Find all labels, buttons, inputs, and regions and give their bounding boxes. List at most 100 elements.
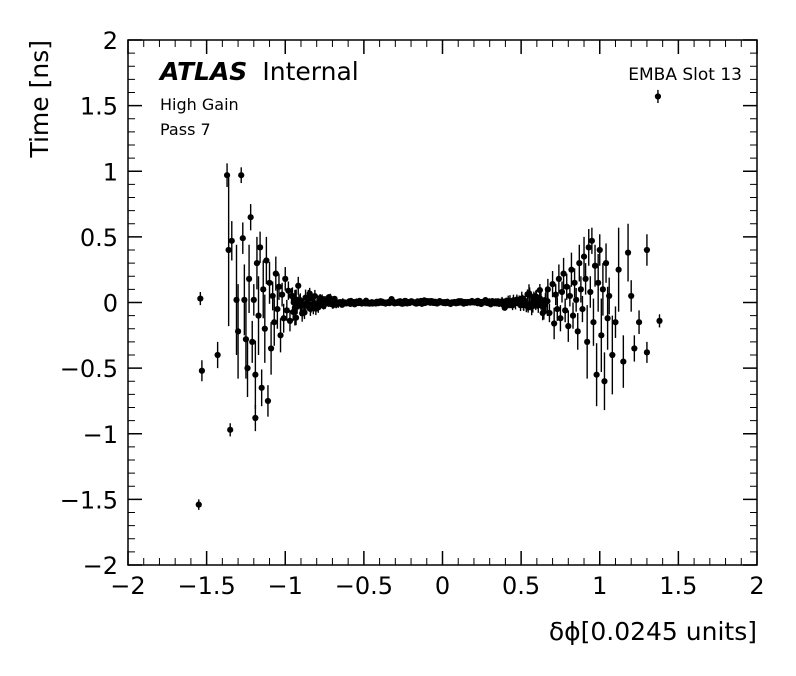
data-point (585, 244, 592, 251)
pass-label: Pass 7 (160, 120, 211, 139)
data-point (247, 214, 254, 221)
slot-label: EMBA Slot 13 (628, 65, 742, 85)
data-point (580, 253, 588, 260)
data-point (301, 309, 308, 316)
data-point (263, 257, 270, 264)
x-tick-label: −1 (268, 572, 303, 600)
data-point (544, 298, 551, 305)
data-point (558, 288, 566, 296)
x-tick-label: 1 (592, 572, 607, 600)
data-point (609, 351, 616, 359)
data-point (584, 338, 591, 345)
data-point (250, 296, 257, 303)
data-point (245, 275, 253, 282)
data-point (195, 501, 202, 508)
data-point (573, 296, 580, 303)
data-point (599, 286, 606, 293)
y-tick-label: 0 (103, 290, 118, 318)
data-point (295, 282, 302, 289)
x-tick-label: 0 (435, 572, 450, 600)
data-point (574, 328, 581, 335)
data-point (214, 351, 221, 359)
data-point (595, 279, 602, 286)
data-point (269, 292, 276, 300)
data-point (280, 315, 287, 322)
data-point (635, 319, 643, 326)
data-point (612, 319, 619, 326)
gain-label: High Gain (160, 95, 239, 114)
atlas-header: ATLAS Internal (158, 57, 359, 86)
y-tick-label: −2 (83, 552, 118, 580)
y-tick-label: 1.5 (80, 93, 118, 121)
data-point (591, 262, 599, 269)
data-point (267, 345, 275, 352)
data-point (546, 309, 553, 317)
data-point (615, 266, 622, 273)
y-tick-label: −0.5 (60, 355, 118, 383)
data-point (598, 332, 605, 339)
data-point (566, 292, 573, 300)
x-tick-label: −0.5 (335, 572, 393, 600)
data-point (557, 315, 564, 322)
x-tick-label: 2 (749, 572, 764, 600)
x-tick-label: −1.5 (177, 572, 235, 600)
data-point (549, 281, 556, 288)
y-tick-label: 0.5 (80, 224, 118, 252)
data-point (593, 371, 600, 378)
y-tick-label: −1.5 (60, 486, 118, 514)
data-point (554, 305, 561, 313)
data-point (274, 305, 281, 313)
data-point (620, 358, 627, 365)
data-point (577, 286, 584, 293)
data-point (255, 312, 262, 319)
data-point (285, 287, 292, 294)
data-point (264, 397, 272, 405)
data-point (631, 345, 638, 352)
data-point (576, 260, 583, 267)
data-point (624, 249, 632, 256)
data-point (306, 290, 313, 297)
data-point (271, 319, 278, 326)
x-tick-label: −2 (110, 572, 145, 600)
x-tick-label: 1.5 (659, 572, 697, 600)
data-point (596, 246, 603, 254)
data-point (568, 266, 575, 273)
atlas-status-label: Internal (262, 57, 358, 86)
data-point (286, 317, 294, 324)
data-point (562, 307, 569, 314)
data-point (228, 237, 235, 244)
data-point (282, 275, 289, 282)
data-point (233, 296, 240, 303)
data-point (654, 93, 662, 100)
data-point (560, 270, 567, 277)
data-point (256, 244, 264, 251)
data-point (277, 332, 284, 339)
data-point (225, 246, 232, 254)
data-point (223, 172, 231, 179)
data-point (643, 349, 651, 356)
atlas-wordmark: ATLAS (158, 57, 247, 86)
data-point (563, 283, 570, 290)
data-point (604, 315, 611, 322)
data-point (292, 314, 300, 321)
data-point (272, 270, 279, 277)
data-point (283, 307, 290, 314)
data-point (552, 291, 559, 298)
data-point (227, 426, 234, 433)
data-point (234, 328, 242, 335)
data-point (252, 414, 259, 422)
data-point (279, 291, 286, 298)
data-point (587, 288, 594, 296)
data-point (261, 325, 268, 332)
data-point (238, 172, 245, 179)
data-point (275, 283, 283, 290)
data-point (588, 237, 595, 244)
data-point (242, 336, 250, 343)
data-point (579, 305, 586, 313)
data-point (311, 292, 318, 300)
data-point (253, 260, 261, 267)
data-point (260, 286, 267, 293)
y-tick-label: −1 (83, 421, 118, 449)
data-point (569, 312, 577, 319)
